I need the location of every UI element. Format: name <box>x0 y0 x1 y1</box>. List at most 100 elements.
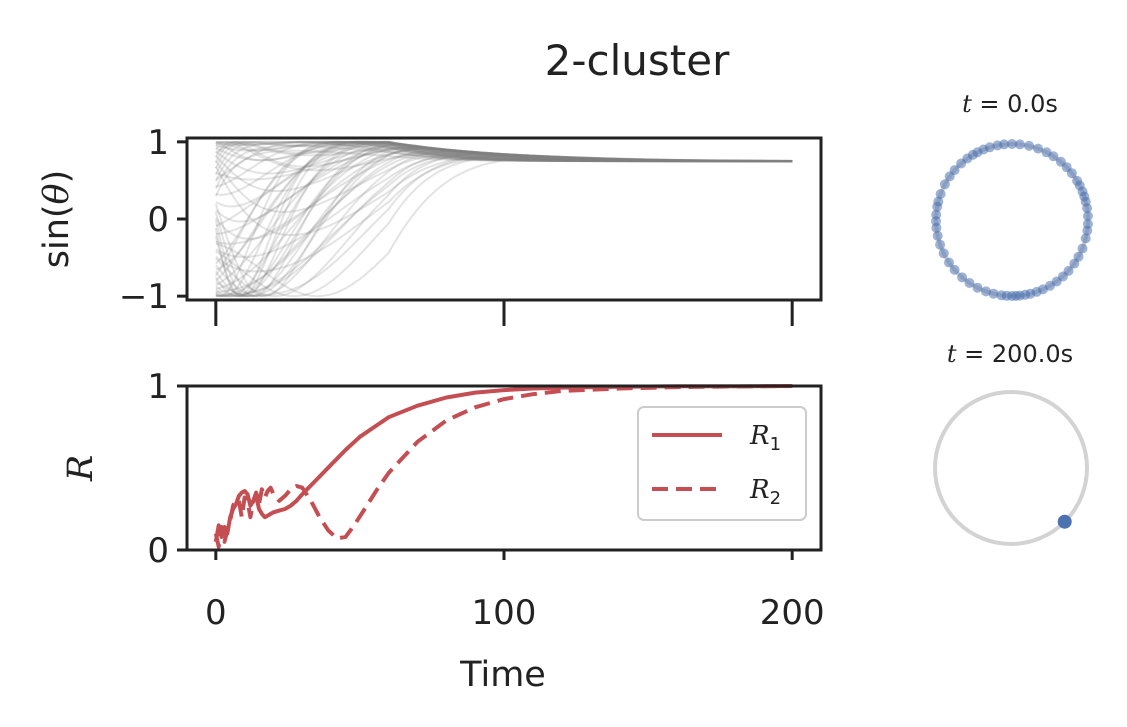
phase-sine-trace <box>214 141 793 182</box>
phase-point <box>939 179 950 190</box>
phase-sine-trace <box>215 140 793 298</box>
phase-sine-trace <box>214 142 793 298</box>
phase-sine-trace <box>215 140 793 282</box>
phase-point <box>988 288 999 299</box>
circle-t200-panel: t = 200.0s <box>933 340 1089 546</box>
phase-sine-trace <box>215 152 793 296</box>
order-parameters-panel: 01 0 100 200 R Time R1 R2 <box>61 367 825 695</box>
phase-sine-trace <box>215 152 793 259</box>
phase-sine-trace <box>214 140 793 297</box>
xtick-label: 0 <box>205 593 227 633</box>
phase-sine-trace <box>215 140 793 271</box>
phase-sine-trace <box>215 153 793 298</box>
ytick-label: 0 <box>147 531 169 571</box>
phase-point <box>1057 514 1072 529</box>
phase-point <box>944 171 955 182</box>
phase-point <box>935 239 946 250</box>
phase-sine-trace <box>215 140 793 162</box>
phase-sine-trace <box>215 140 793 298</box>
phase-sine-trace <box>215 140 793 265</box>
order-parameters-ylabel: R <box>61 455 101 482</box>
phase-sine-trace <box>215 140 793 163</box>
phase-sines-xticks <box>214 300 794 326</box>
phase-point <box>1055 156 1066 167</box>
phase-sine-trace <box>214 152 793 213</box>
phase-sine-trace <box>215 140 793 163</box>
phase-sine-trace <box>214 147 793 298</box>
legend: R1 R2 <box>637 406 807 521</box>
phase-point <box>1080 233 1091 244</box>
phase-point <box>956 158 967 169</box>
phase-point <box>1082 211 1093 221</box>
xtick-label: 100 <box>472 593 537 633</box>
ytick-label: 1 <box>147 367 169 407</box>
ytick-label: −1 <box>119 277 169 317</box>
phase-sine-trace <box>214 147 793 240</box>
phase-sine-trace <box>215 140 793 163</box>
phase-sine-trace <box>215 147 793 298</box>
phase-sine-trace <box>215 140 793 163</box>
phase-sine-trace <box>214 140 793 163</box>
phase-sine-trace <box>215 140 793 172</box>
phase-point <box>992 140 1003 151</box>
phase-sine-trace <box>215 140 793 208</box>
phase-sine-trace <box>215 150 793 298</box>
phase-sine-trace <box>214 144 793 298</box>
legend-label-r2: R2 <box>749 475 781 509</box>
phase-sine-trace <box>214 140 793 168</box>
phase-sine-trace <box>214 140 793 298</box>
phase-sine-traces <box>214 140 793 298</box>
figure-title: 2-cluster <box>545 36 730 85</box>
phase-sine-trace <box>215 154 793 298</box>
phase-point <box>944 257 954 268</box>
phase-sines-panel: −1 0 1 sin(θ) <box>37 123 823 326</box>
series-line-r2 <box>213 384 793 549</box>
circle-t0-panel: t = 0.0s <box>931 90 1093 301</box>
circle-t200-ring <box>933 390 1089 546</box>
phase-sine-trace <box>215 147 793 181</box>
order-parameter-lines <box>213 384 793 549</box>
phase-sine-trace <box>215 145 793 290</box>
phase-sine-trace <box>215 140 793 188</box>
ytick-label: 1 <box>147 123 169 163</box>
phase-point <box>1007 139 1017 149</box>
phase-sine-trace <box>214 140 793 169</box>
phase-point <box>964 278 975 288</box>
order-parameters-xlabel: Time <box>459 655 546 695</box>
phase-point <box>949 264 960 275</box>
phase-point <box>1073 251 1084 262</box>
phase-point <box>932 230 943 241</box>
phase-point <box>1063 265 1074 276</box>
phase-point <box>1024 140 1035 151</box>
phase-sine-trace <box>215 143 793 298</box>
phase-sine-trace <box>215 140 793 163</box>
phase-point <box>1077 243 1088 254</box>
phase-sine-trace <box>215 149 793 293</box>
phase-sine-trace <box>215 146 793 235</box>
phase-sine-trace <box>215 140 793 163</box>
circle-t200-title: t = 200.0s <box>947 340 1073 368</box>
phase-sine-trace <box>214 140 793 277</box>
order-parameters-xticks: 0 100 200 <box>205 550 825 633</box>
phase-sine-trace <box>215 141 793 227</box>
phase-sine-trace <box>214 145 793 190</box>
phase-point <box>981 286 991 297</box>
circle-t0-title: t = 0.0s <box>962 90 1058 118</box>
phase-sine-trace <box>215 153 793 298</box>
ytick-label: 0 <box>147 200 169 240</box>
phase-sine-trace <box>215 140 793 163</box>
phase-point <box>932 201 943 212</box>
circle-t0-points <box>931 139 1093 301</box>
phase-sine-trace <box>215 141 793 287</box>
phase-sine-trace <box>215 148 793 192</box>
phase-sine-trace <box>215 155 793 273</box>
phase-point <box>1041 147 1052 158</box>
phase-sine-trace <box>214 140 793 298</box>
phase-point <box>1014 139 1025 150</box>
phase-sine-trace <box>215 150 793 245</box>
phase-sine-trace <box>214 149 793 197</box>
phase-sine-trace <box>214 154 793 237</box>
circle-t200-points <box>1057 514 1072 529</box>
phase-sine-trace <box>215 156 793 298</box>
